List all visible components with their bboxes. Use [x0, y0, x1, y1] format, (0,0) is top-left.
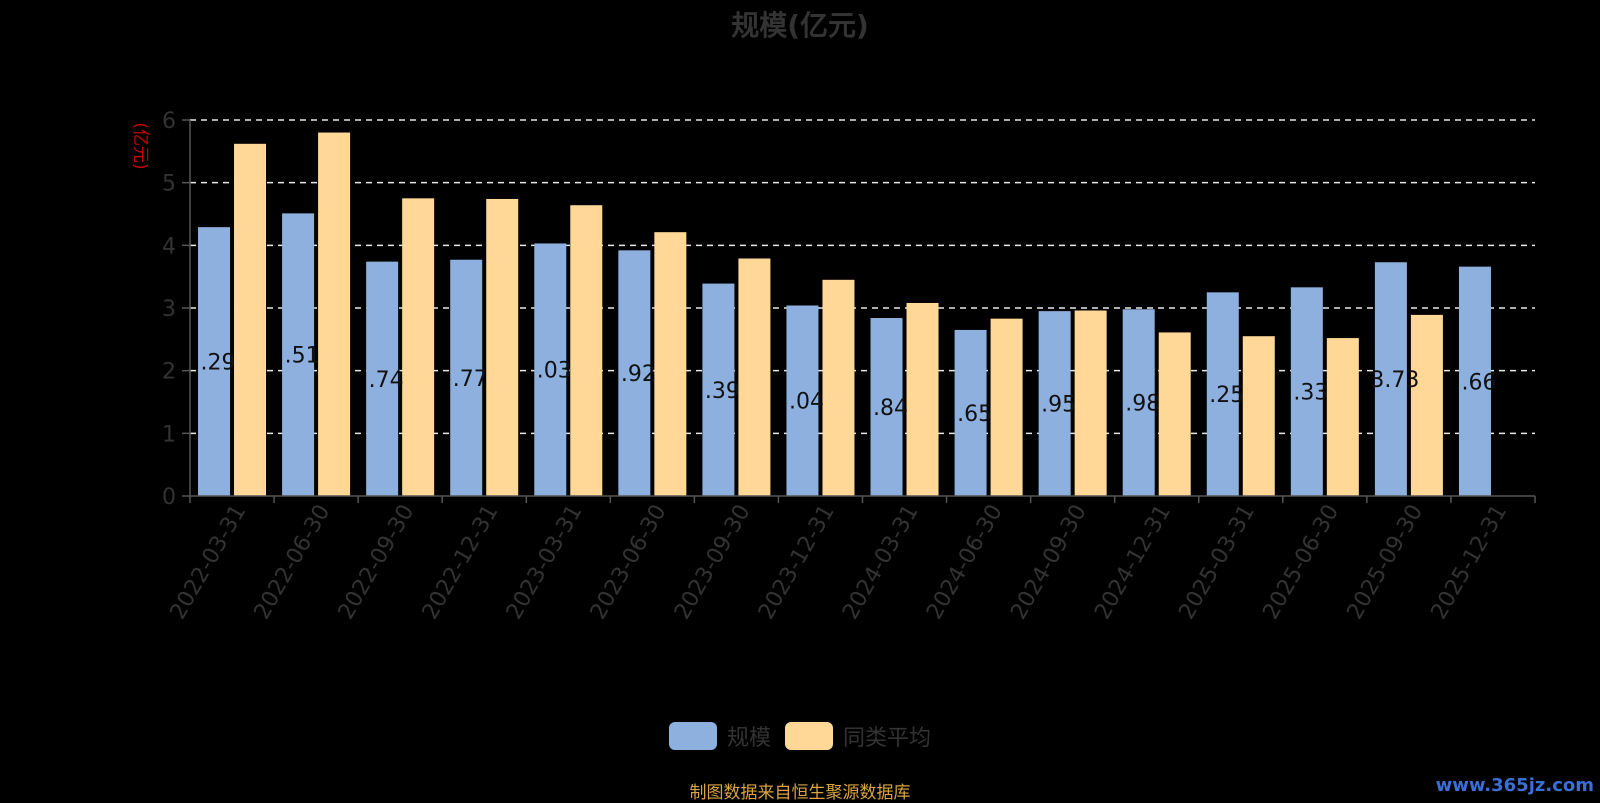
- bar-size: [198, 227, 231, 496]
- bar-size: [450, 259, 483, 496]
- data-label: .29: [201, 351, 236, 376]
- y-tick-label: 1: [162, 422, 176, 447]
- data-label: .95: [1041, 393, 1076, 418]
- bars-layer: [198, 132, 1491, 497]
- bar-average: [822, 279, 855, 496]
- bar-average: [1074, 310, 1107, 496]
- x-tick-label: 2024-03-31: [838, 501, 924, 624]
- x-tick-label: 2025-06-30: [1258, 501, 1344, 624]
- legend: 规模 同类平均: [0, 720, 1600, 752]
- y-tick-label: 5: [162, 172, 176, 197]
- bar-average: [738, 258, 771, 496]
- x-tick-label: 2024-12-31: [1090, 501, 1176, 624]
- data-labels-layer: .29 .51 .74 .77 .03 .92 .39 .04 .84 .65 .95 .98 .25.…: [201, 344, 1497, 427]
- x-tick-label: 2023-06-30: [586, 501, 672, 624]
- data-label: .39: [705, 379, 740, 404]
- bar-average: [234, 143, 267, 496]
- chart-title: 规模(亿元): [731, 9, 869, 42]
- x-tick-label: 2023-12-31: [754, 501, 840, 624]
- data-label: 3.73: [1370, 368, 1419, 393]
- bar-average: [1326, 338, 1359, 496]
- bar-size: [1206, 292, 1239, 496]
- bar-size: [702, 283, 735, 496]
- data-label: .92: [621, 362, 656, 387]
- y-tick-label: 3: [162, 297, 176, 322]
- bar-size: [618, 250, 651, 496]
- y-tick-label: 6: [162, 109, 176, 134]
- bar-average: [402, 198, 435, 497]
- x-tick-label: 2023-09-30: [670, 501, 756, 624]
- data-label: .84: [873, 396, 908, 421]
- data-label: .65: [957, 402, 992, 427]
- legend-swatch-size: [668, 722, 717, 750]
- legend-item-size[interactable]: 规模: [668, 720, 771, 752]
- bar-average: [1410, 314, 1443, 496]
- legend-label-size: 规模: [726, 726, 771, 751]
- data-label: .98: [1125, 392, 1160, 417]
- legend-swatch-average: [785, 722, 833, 750]
- bar-size: [1038, 311, 1071, 496]
- watermark: www.365jz.com: [1435, 775, 1594, 796]
- x-tick-label: 2025-12-31: [1427, 501, 1513, 624]
- data-label: .04: [789, 390, 824, 415]
- source-note: 制图数据来自恒生聚源数据库: [689, 783, 911, 803]
- data-label: .77: [453, 367, 488, 392]
- bar-size: [1122, 309, 1155, 496]
- bar-average: [1242, 336, 1275, 496]
- data-label: .25: [1209, 383, 1244, 408]
- bar-average: [318, 132, 351, 497]
- x-tick-label: 2023-03-31: [502, 501, 588, 624]
- bar-size: [1374, 262, 1407, 496]
- bar-average: [486, 198, 519, 496]
- legend-label-average: 同类平均: [843, 726, 932, 751]
- x-tick-label: 2024-06-30: [922, 501, 1008, 624]
- y-tick-label: 0: [162, 485, 176, 510]
- x-tick-label: 2022-09-30: [334, 501, 420, 624]
- bar-size: [1290, 287, 1323, 496]
- legend-item-average[interactable]: 同类平均: [785, 720, 931, 752]
- data-label: .66: [1461, 370, 1496, 395]
- bar-average: [1158, 332, 1191, 496]
- data-label: .74: [369, 368, 404, 393]
- bar-size: [1458, 266, 1491, 496]
- data-label: .03: [537, 359, 572, 384]
- x-tick-label: 2022-03-31: [166, 501, 252, 624]
- x-tick-label: 2024-09-30: [1006, 501, 1092, 624]
- bar-average: [906, 302, 939, 496]
- x-tick-label: 2025-03-31: [1174, 501, 1260, 624]
- bar-size: [786, 305, 819, 496]
- bar-average: [990, 318, 1023, 496]
- data-label: .33: [1293, 381, 1328, 406]
- bar-size: [534, 243, 567, 496]
- bar-average: [654, 232, 687, 496]
- bar-size: [870, 318, 903, 496]
- x-tick-label: 2022-12-31: [418, 501, 504, 624]
- bar-size: [954, 329, 987, 496]
- x-tick-label: 2022-06-30: [250, 501, 336, 624]
- bar-size: [366, 261, 399, 496]
- y-tick-label: 4: [162, 234, 176, 259]
- bar-size: [282, 213, 315, 496]
- bar-average: [570, 205, 603, 496]
- x-tick-label: 2025-09-30: [1343, 501, 1429, 624]
- data-label: .51: [285, 344, 320, 369]
- y-tick-label: 2: [162, 360, 176, 385]
- y-axis-title: (亿元): [130, 122, 150, 169]
